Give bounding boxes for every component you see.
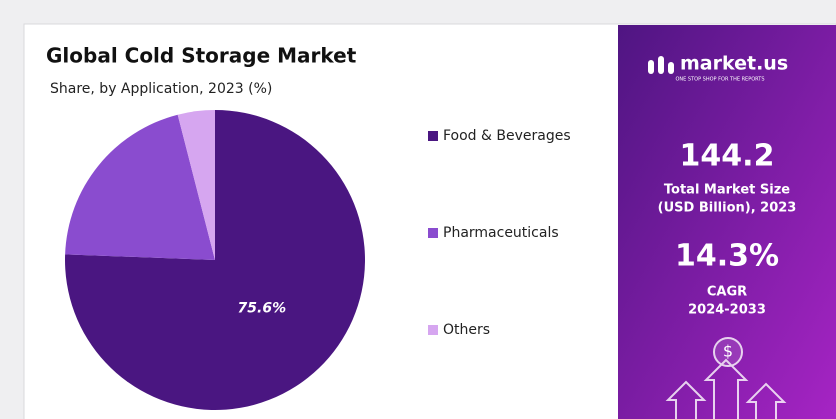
dollar-icon: $ — [723, 342, 733, 361]
side-panel — [618, 25, 836, 419]
pie-slice — [177, 110, 215, 260]
legend-label: Food & Beverages — [443, 128, 571, 144]
pie-slice — [65, 114, 215, 260]
cagr-period: 2024-2033 — [688, 303, 766, 318]
cagr-value: 14.3% — [675, 239, 779, 274]
brand-tagline: ONE STOP SHOP FOR THE REPORTS — [675, 77, 764, 83]
growth-icon — [665, 337, 787, 419]
chart-title: Global Cold Storage Market — [46, 44, 357, 68]
data-label: 75.6% — [238, 301, 287, 317]
brand-logo — [648, 56, 674, 74]
legend-swatch — [428, 228, 438, 238]
brand-name: market.us — [680, 53, 788, 75]
market-size: 144.2 — [680, 139, 775, 174]
market-size-label: Total Market Size — [664, 183, 790, 198]
market-size-label: (USD Billion), 2023 — [658, 201, 797, 216]
chart-subtitle: Share, by Application, 2023 (%) — [50, 81, 272, 97]
legend-swatch — [428, 131, 438, 141]
pie-slice — [64, 110, 365, 410]
legend-swatch — [428, 325, 438, 335]
legend-label: Pharmaceuticals — [443, 225, 559, 241]
legend-label: Others — [443, 322, 490, 338]
cagr-label: CAGR — [707, 285, 747, 300]
